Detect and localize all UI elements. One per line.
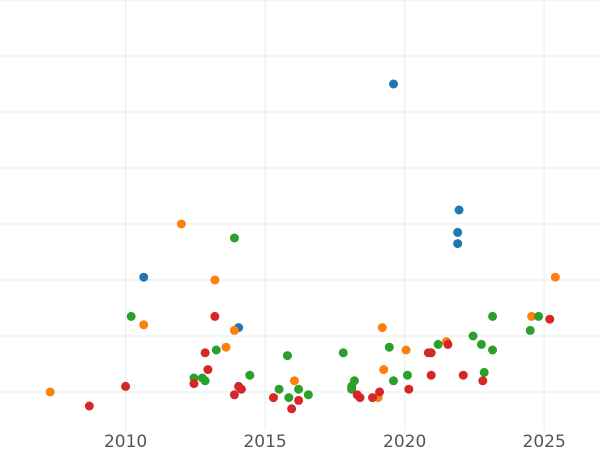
data-point — [443, 339, 453, 349]
data-point — [229, 325, 239, 335]
data-point — [268, 393, 278, 403]
data-point — [200, 376, 210, 386]
data-point — [388, 376, 398, 386]
data-point — [426, 348, 436, 358]
data-point — [294, 384, 304, 394]
data-point — [525, 325, 535, 335]
data-point — [126, 311, 136, 321]
data-point — [284, 393, 294, 403]
data-point — [282, 351, 292, 361]
data-point — [349, 376, 359, 386]
data-point — [550, 272, 560, 282]
data-point — [545, 314, 555, 324]
data-point — [527, 311, 537, 321]
data-point — [476, 339, 486, 349]
data-point — [229, 233, 239, 243]
data-point — [479, 367, 489, 377]
data-point — [236, 384, 246, 394]
data-point — [379, 365, 389, 375]
data-point — [401, 345, 411, 355]
data-point — [303, 390, 313, 400]
x-tick-label: 2020 — [383, 432, 426, 450]
data-point — [338, 348, 348, 358]
data-point — [294, 395, 304, 405]
data-point — [458, 370, 468, 380]
data-point — [402, 370, 412, 380]
data-point — [488, 311, 498, 321]
data-point — [139, 272, 149, 282]
data-point — [488, 345, 498, 355]
data-point — [121, 381, 131, 391]
grid — [0, 0, 600, 430]
data-point — [534, 311, 544, 321]
data-point — [355, 393, 365, 403]
data-point — [45, 387, 55, 397]
data-point — [211, 345, 221, 355]
data-point — [375, 387, 385, 397]
data-point — [245, 370, 255, 380]
data-point — [287, 404, 297, 414]
data-point — [203, 365, 213, 375]
data-point — [368, 393, 378, 403]
data-point — [84, 401, 94, 411]
data-point — [139, 320, 149, 330]
data-point — [404, 384, 414, 394]
data-point — [426, 370, 436, 380]
data-point — [347, 384, 357, 394]
data-points — [45, 79, 560, 414]
data-point — [453, 239, 463, 249]
data-point — [289, 376, 299, 386]
x-axis-ticks: 2010 2015 2020 2025 — [104, 432, 566, 450]
data-point — [478, 376, 488, 386]
data-point — [388, 79, 398, 89]
data-point — [377, 323, 387, 333]
data-point — [210, 311, 220, 321]
x-tick-label: 2025 — [523, 432, 566, 450]
data-point — [454, 205, 464, 215]
data-point — [189, 379, 199, 389]
data-point — [453, 227, 463, 237]
data-point — [221, 342, 231, 352]
data-point — [274, 384, 284, 394]
x-tick-label: 2010 — [104, 432, 147, 450]
data-point — [384, 342, 394, 352]
data-point — [433, 339, 443, 349]
data-point — [468, 331, 478, 341]
data-point — [210, 275, 220, 285]
x-tick-label: 2015 — [243, 432, 286, 450]
data-point — [176, 219, 186, 229]
data-point — [229, 390, 239, 400]
data-point — [200, 348, 210, 358]
